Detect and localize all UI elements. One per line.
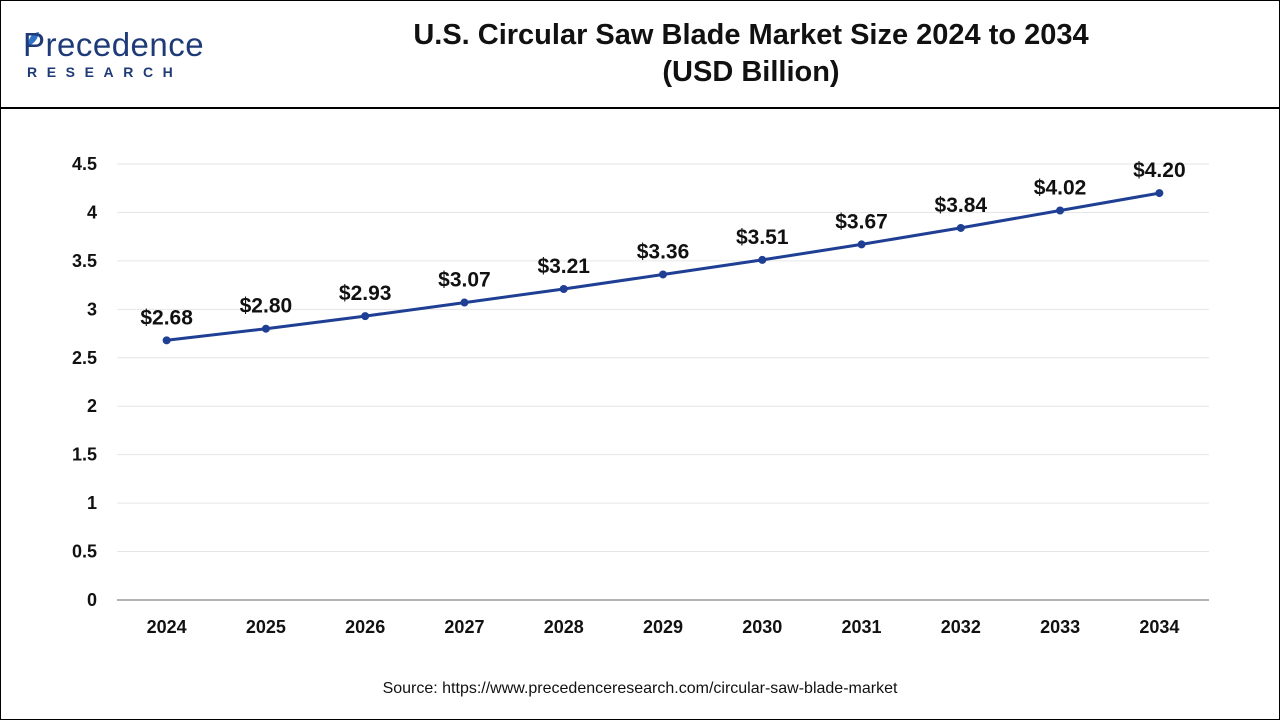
y-tick-label: 4 bbox=[87, 202, 97, 222]
x-tick-label: 2032 bbox=[941, 617, 981, 637]
x-axis-ticks: 2024 2025 2026 2027 2028 2029 2030 2031 2032 2033… bbox=[147, 617, 1180, 637]
gridlines bbox=[117, 163, 1209, 601]
x-tick-label: 2025 bbox=[246, 617, 286, 637]
data-label: $2.93 bbox=[339, 282, 392, 305]
data-point bbox=[559, 284, 568, 293]
y-tick-label: 1 bbox=[87, 493, 97, 513]
series-line bbox=[166, 191, 1160, 342]
x-tick-label: 2028 bbox=[544, 617, 584, 637]
series-polyline bbox=[166, 191, 1160, 342]
data-label: $3.51 bbox=[736, 226, 789, 249]
data-labels: $2.68 $2.80 $2.93 $3.07 $3.21 $3.36 $3.51 $3.67… bbox=[140, 159, 1185, 329]
data-label: $3.07 bbox=[438, 269, 491, 292]
data-point bbox=[1155, 189, 1164, 198]
x-tick-label: 2029 bbox=[643, 617, 683, 637]
leaf-icon bbox=[28, 32, 39, 46]
x-tick-label: 2027 bbox=[444, 617, 484, 637]
y-tick-label: 0 bbox=[87, 590, 97, 610]
data-point bbox=[162, 336, 171, 345]
y-tick-label: 2 bbox=[87, 396, 97, 416]
chart-title-line2: (USD Billion) bbox=[662, 56, 840, 88]
data-point bbox=[956, 223, 965, 232]
data-point bbox=[758, 255, 767, 264]
x-tick-label: 2033 bbox=[1040, 617, 1080, 637]
y-tick-label: 0.5 bbox=[72, 542, 97, 562]
data-label: $4.20 bbox=[1133, 159, 1186, 182]
data-points bbox=[162, 189, 1164, 345]
y-tick-label: 3 bbox=[87, 299, 97, 319]
x-tick-label: 2026 bbox=[345, 617, 385, 637]
data-label: $2.80 bbox=[240, 295, 293, 318]
data-label: $3.67 bbox=[835, 210, 888, 233]
data-point bbox=[460, 298, 469, 307]
y-tick-label: 3.5 bbox=[72, 251, 97, 271]
logo-name: Precedence bbox=[23, 26, 205, 63]
logo-subtitle: RESEARCH bbox=[27, 64, 183, 80]
logo: Precedence RESEARCH bbox=[23, 27, 223, 87]
source-note: Source: https://www.precedenceresearch.c… bbox=[382, 680, 898, 697]
line-chart: 00.511.522.533.544.5 2024 2025 2026 2027 202… bbox=[72, 154, 1209, 637]
y-tick-label: 1.5 bbox=[72, 445, 97, 465]
header: Precedence RESEARCH U.S. Circular Saw Bl… bbox=[1, 1, 1279, 109]
y-tick-label: 4.5 bbox=[72, 154, 97, 174]
data-point bbox=[261, 324, 270, 333]
x-tick-label: 2030 bbox=[742, 617, 782, 637]
data-point bbox=[1056, 206, 1065, 215]
x-tick-label: 2034 bbox=[1139, 617, 1179, 637]
data-label: $3.21 bbox=[537, 255, 590, 278]
chart-title: U.S. Circular Saw Blade Market Size 2024… bbox=[301, 17, 1201, 91]
chart-title-line1: U.S. Circular Saw Blade Market Size 2024… bbox=[413, 19, 1089, 51]
data-point bbox=[857, 240, 866, 249]
data-label: $3.36 bbox=[637, 240, 690, 263]
data-point bbox=[361, 312, 370, 321]
y-tick-label: 2.5 bbox=[72, 348, 97, 368]
data-label: $2.68 bbox=[140, 306, 193, 329]
data-label: $4.02 bbox=[1034, 177, 1087, 200]
x-tick-label: 2024 bbox=[147, 617, 187, 637]
x-tick-label: 2031 bbox=[842, 617, 882, 637]
data-label: $3.84 bbox=[935, 194, 988, 217]
data-point bbox=[659, 270, 667, 279]
y-axis-ticks: 0 0.5 1 1.5 2 2.5 3 3.5 4 4.5 bbox=[72, 154, 97, 610]
